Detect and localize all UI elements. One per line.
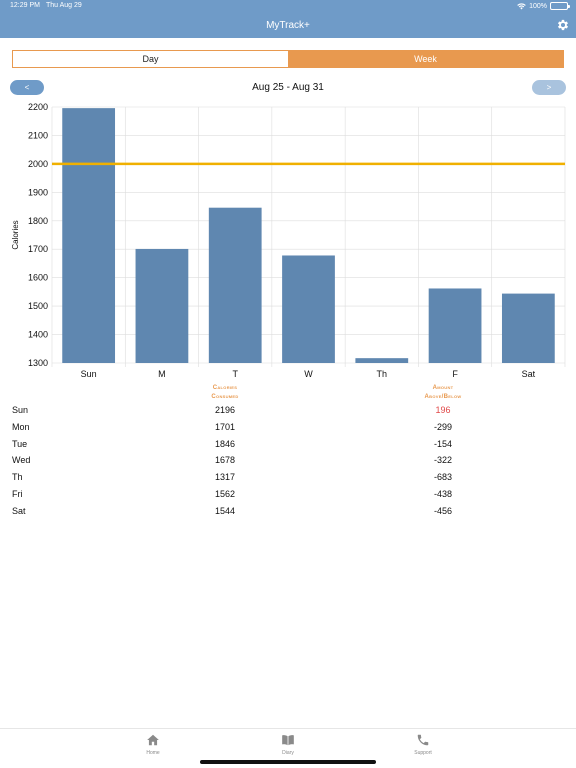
bar	[208, 207, 262, 363]
segment-week[interactable]: Week	[288, 51, 563, 67]
y-tick-label: 1300	[28, 358, 48, 368]
bar	[282, 255, 335, 363]
row-calories: 1562	[214, 488, 236, 499]
y-tick-label: 1900	[28, 187, 48, 197]
tab-support[interactable]: Support	[393, 733, 453, 756]
calorie-table: Sun 2196 196 Mon 1701 -299 Tue 1846 -154…	[0, 403, 576, 521]
y-tick-label: 1700	[28, 244, 48, 254]
tab-diary[interactable]: Diary	[258, 733, 318, 756]
home-indicator	[200, 760, 376, 764]
table-row: Fri 1562 -438	[0, 487, 576, 504]
row-day: Sat	[12, 505, 26, 516]
row-day: Tue	[12, 438, 28, 449]
amount-header: Amount Above/Below	[408, 384, 478, 402]
tab-support-label: Support	[414, 750, 432, 756]
row-day: Mon	[12, 421, 30, 432]
row-amount: -322	[433, 455, 452, 466]
bar	[135, 248, 189, 363]
y-tick-label: 1500	[28, 301, 48, 311]
segment-day[interactable]: Day	[13, 51, 288, 67]
row-amount: -154	[433, 438, 452, 449]
y-tick-label: 1600	[28, 273, 48, 283]
row-calories: 1544	[214, 505, 236, 516]
x-tick-label: T	[232, 369, 238, 379]
next-week-button[interactable]: >	[532, 80, 566, 95]
y-tick-label: 2100	[28, 130, 48, 140]
bar	[428, 288, 482, 363]
amount-header-line2: Above/Below	[424, 394, 462, 400]
row-calories: 1678	[214, 455, 236, 466]
calories-header-line1: Calories	[212, 385, 238, 391]
previous-week-button[interactable]: <	[10, 80, 44, 95]
calories-consumed-header: Calories Consumed	[190, 384, 260, 402]
status-indicators: 100%	[517, 2, 570, 10]
y-tick-label: 2200	[28, 102, 48, 112]
y-axis-label: Calories	[11, 220, 20, 249]
y-tick-label: 2000	[28, 159, 48, 169]
x-tick-label: Th	[377, 369, 388, 379]
row-day: Fri	[12, 488, 23, 499]
row-day: Sun	[12, 405, 29, 415]
table-row: Th 1317 -683	[0, 470, 576, 487]
y-tick-label: 1800	[28, 216, 48, 226]
row-day: Th	[12, 472, 23, 483]
row-calories: 1701	[214, 421, 236, 432]
x-tick-label: W	[304, 369, 313, 379]
app-header: 12:29 PM Thu Aug 29 100% MyTrack+	[0, 0, 576, 38]
y-tick-label: 1400	[28, 330, 48, 340]
row-calories: 1846	[214, 438, 236, 449]
row-amount: -438	[433, 488, 452, 499]
status-time: 12:29 PM	[10, 2, 40, 9]
calorie-bar-chart: 1300 1400 1500 1600 1700 1800 1900 2000 2100 2200…	[11, 102, 566, 379]
x-tick-label: M	[158, 369, 166, 379]
tab-home-label: Home	[146, 750, 160, 756]
date-range: Aug 25 - Aug 31	[252, 82, 324, 93]
wifi-icon	[517, 2, 526, 9]
gear-icon[interactable]	[556, 18, 570, 32]
bar	[355, 358, 409, 363]
tab-home[interactable]: Home	[123, 733, 183, 756]
row-amount: 196	[435, 405, 451, 415]
row-amount: -299	[433, 421, 452, 432]
status-date: Thu Aug 29	[46, 2, 82, 9]
app-title: MyTrack+	[266, 20, 310, 31]
row-calories: 1317	[214, 472, 236, 483]
battery-percent: 100%	[529, 2, 547, 10]
table-row: Sun 2196 196	[0, 403, 576, 420]
bar	[62, 108, 116, 363]
book-icon	[282, 735, 294, 746]
row-amount: -683	[433, 472, 452, 483]
calories-header-line2: Consumed	[211, 394, 239, 400]
tab-diary-label: Diary	[282, 750, 294, 756]
row-day: Wed	[12, 455, 31, 466]
row-calories: 2196	[214, 405, 236, 415]
x-tick-label: Sun	[81, 369, 97, 379]
row-amount: -456	[433, 505, 452, 516]
x-tick-label: Sat	[522, 369, 536, 379]
table-row: Mon 1701 -299	[0, 420, 576, 437]
table-row: Wed 1678 -322	[0, 453, 576, 470]
table-row: Sat 1544 -456	[0, 504, 576, 521]
bar	[501, 293, 555, 363]
day-week-toggle: Day Week	[12, 50, 564, 68]
table-row: Tue 1846 -154	[0, 437, 576, 454]
amount-header-line1: Amount	[432, 385, 454, 391]
status-bar: 12:29 PM Thu Aug 29 100%	[0, 0, 576, 14]
battery-icon	[550, 2, 570, 10]
home-icon	[147, 734, 159, 746]
phone-icon	[417, 734, 429, 746]
x-tick-label: F	[452, 369, 458, 379]
